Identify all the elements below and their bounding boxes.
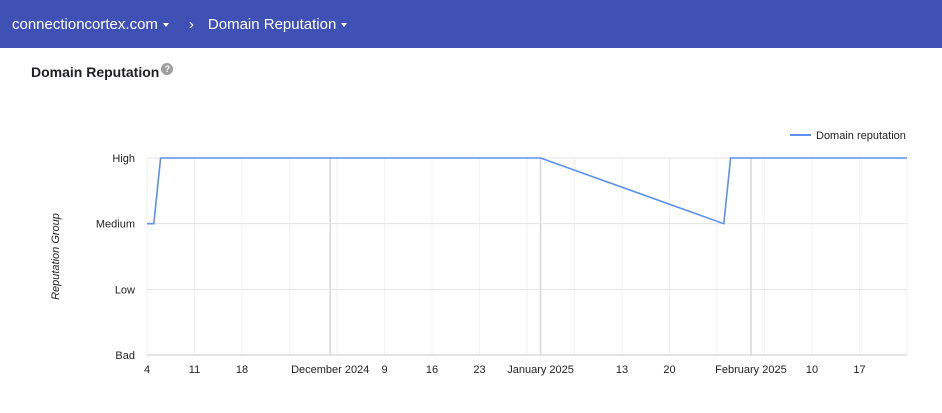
x-tick-label: December 2024 <box>291 364 369 376</box>
caret-down-icon <box>341 22 348 27</box>
x-tick-label: February 2025 <box>715 364 787 376</box>
chart-title: Domain Reputation ? <box>31 63 174 80</box>
series-line <box>147 157 907 225</box>
x-tick-label: 10 <box>806 364 818 376</box>
y-tick-label: Bad <box>115 350 135 362</box>
y-axis-label: Reputation Group <box>50 213 62 300</box>
y-tick-label: Low <box>115 284 135 296</box>
y-tick-label: Medium <box>96 219 135 231</box>
report-selector[interactable]: Domain Reputation <box>207 15 348 33</box>
x-tick-label: January 2025 <box>507 364 574 376</box>
y-tick-label: High <box>112 153 135 165</box>
legend-label: Domain reputation <box>816 130 906 142</box>
x-tick-label: 23 <box>473 364 485 376</box>
breadcrumb-separator-icon: › <box>188 15 194 33</box>
chart-title-text: Domain Reputation <box>31 64 160 80</box>
x-tick-label: 4 <box>144 364 150 376</box>
x-tick-label: 13 <box>616 364 628 376</box>
x-tick-label: 17 <box>853 364 865 376</box>
property-name: connectioncortex.com <box>12 15 158 33</box>
top-bar: connectioncortex.com › Domain Reputation <box>0 0 942 48</box>
x-tick-label: 11 <box>189 364 200 376</box>
x-tick-label: 18 <box>236 364 248 376</box>
reputation-chart: Bad Low Medium High Reputation Group 4 11 18 Dec… <box>50 130 908 376</box>
caret-down-icon <box>162 22 169 27</box>
x-tick-label: 20 <box>663 364 675 376</box>
help-icon[interactable]: ? <box>161 63 174 75</box>
x-tick-label: 9 <box>381 364 387 376</box>
report-name: Domain Reputation <box>207 15 337 33</box>
x-tick-label: 16 <box>426 364 438 376</box>
property-selector[interactable]: connectioncortex.com <box>12 16 169 33</box>
